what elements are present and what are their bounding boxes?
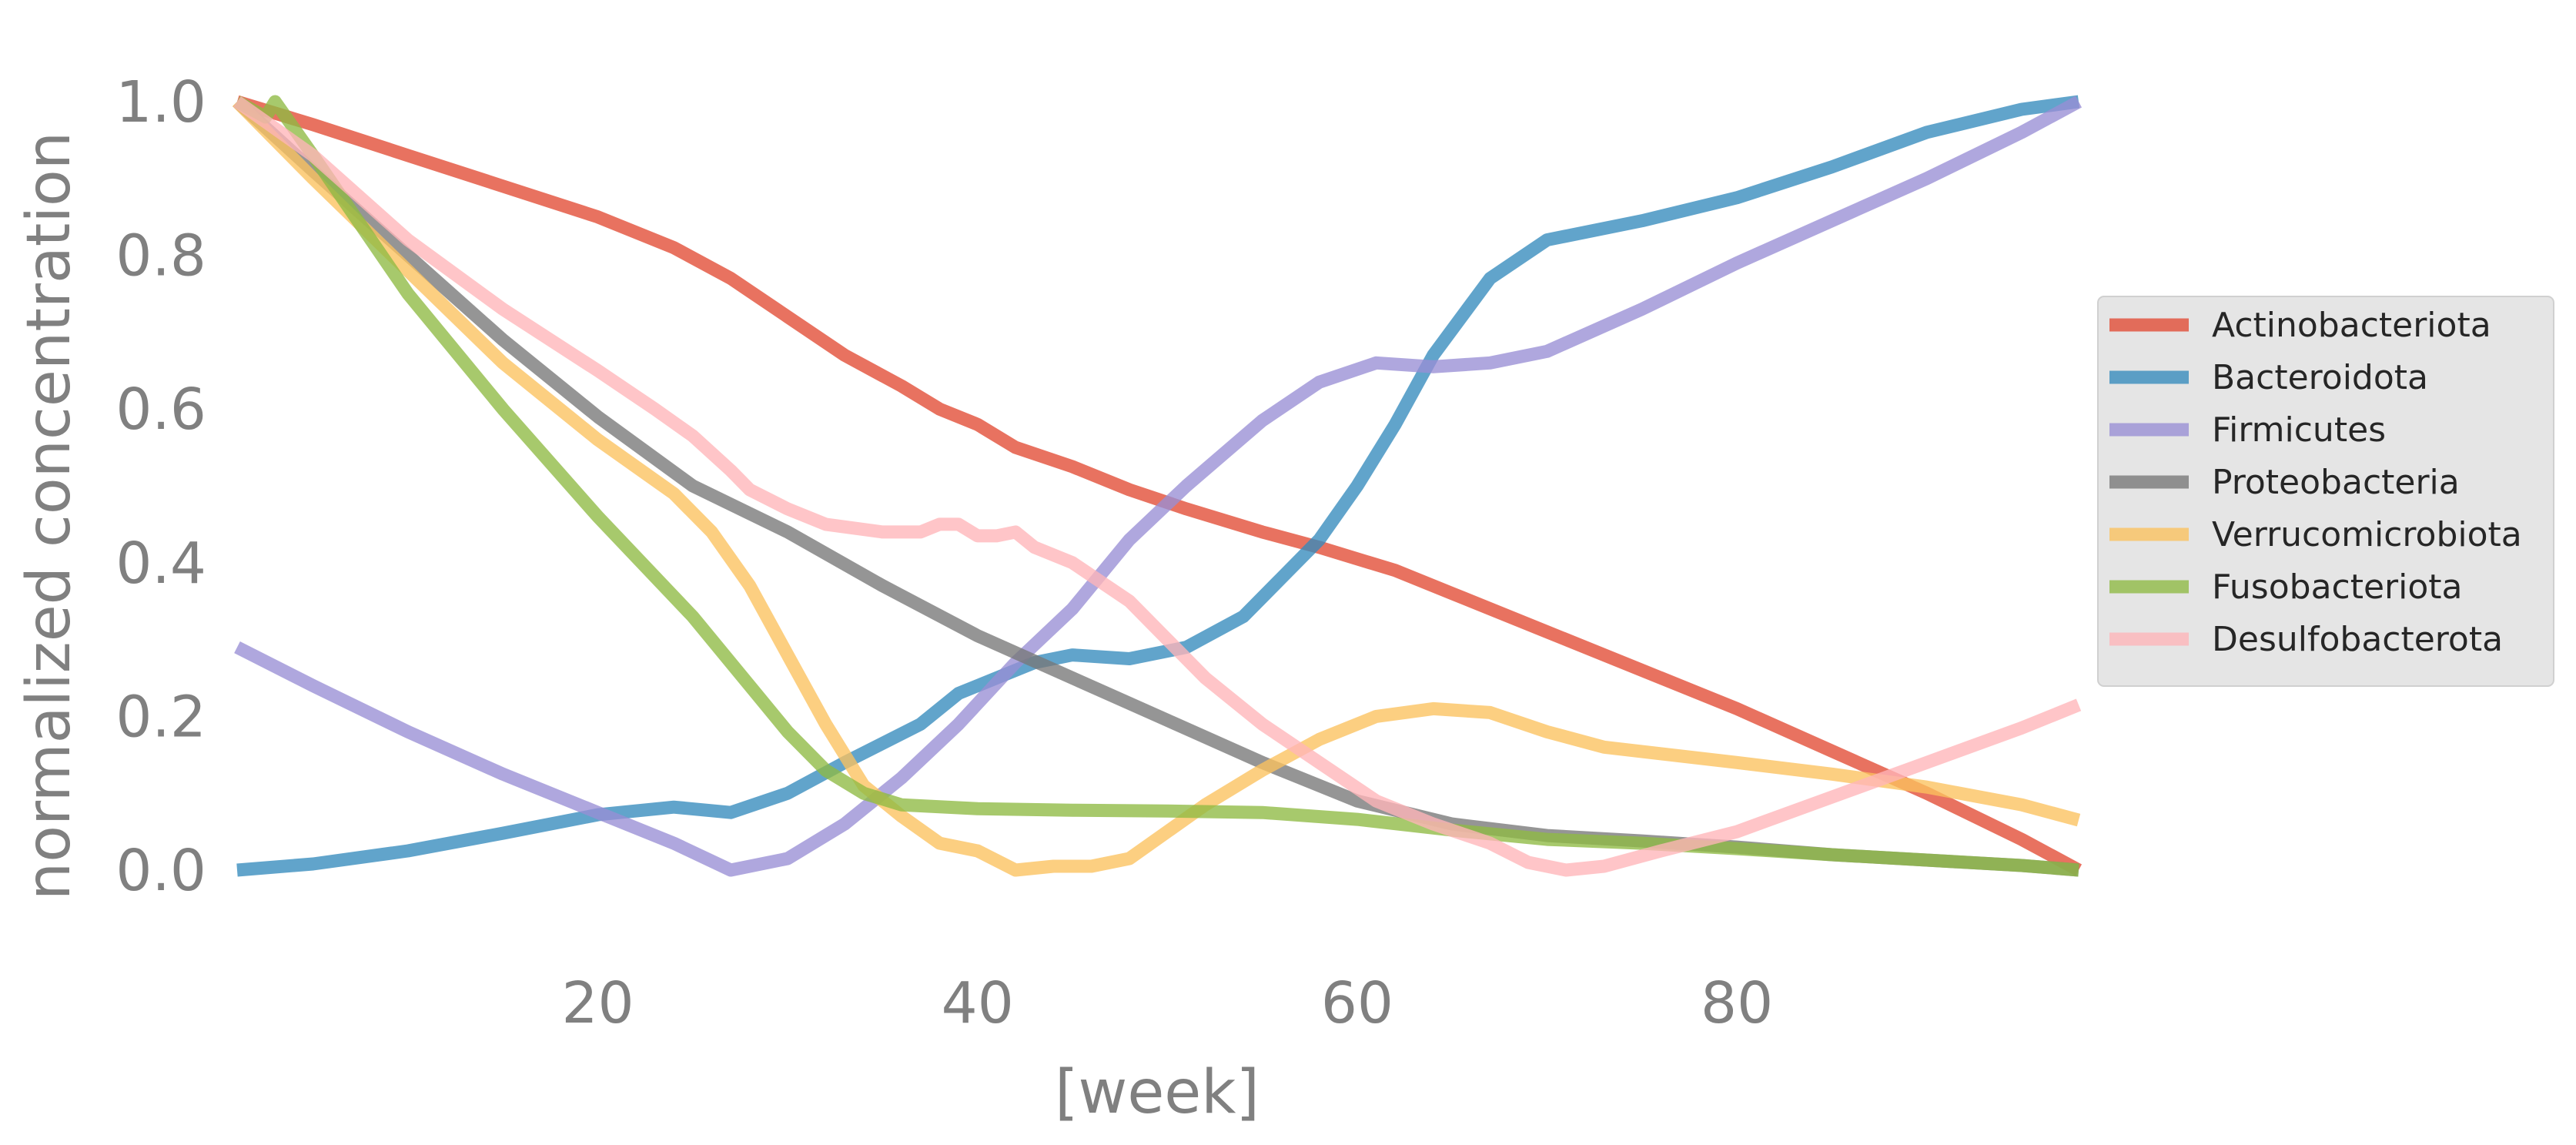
- legend: Actinobacteriota Bacteroidota Firmicutes Pr…: [2097, 296, 2554, 687]
- x-tick-label: 40: [942, 970, 1014, 1036]
- legend-label: Proteobacteria: [2212, 463, 2460, 502]
- y-tick-label: 0.2: [115, 684, 206, 750]
- series-line-firmicutes: [234, 95, 2083, 877]
- series-line-fusobacteriota: [233, 95, 2079, 877]
- legend-label: Actinobacteriota: [2212, 306, 2491, 345]
- series-lines: [232, 95, 2083, 877]
- y-tick-label: 0.0: [115, 838, 206, 904]
- series-line-desulfobacterota: [233, 96, 2082, 877]
- y-tick-label: 1.0: [115, 69, 206, 136]
- legend-label: Fusobacteriota: [2212, 567, 2463, 607]
- series-line-bacteroidota: [236, 95, 2080, 877]
- series-line-verrucomicrobiota: [232, 97, 2081, 877]
- y-tick-label: 0.6: [115, 377, 206, 443]
- y-axis-ticks: 0.0 0.2 0.4 0.6 0.8 1.0: [115, 69, 206, 904]
- x-tick-label: 80: [1701, 970, 1773, 1036]
- x-tick-label: 20: [561, 970, 634, 1036]
- legend-box: [2097, 296, 2554, 687]
- x-tick-label: 60: [1321, 970, 1393, 1036]
- y-tick-label: 0.8: [115, 223, 206, 290]
- x-axis-ticks: 20 40 60 80: [561, 970, 1773, 1036]
- series-line-proteobacteria: [233, 96, 2079, 877]
- legend-label: Bacteroidota: [2212, 358, 2428, 397]
- legend-label: Desulfobacterota: [2212, 620, 2503, 659]
- series-line-actinobacteriota: [235, 95, 2083, 876]
- y-tick-label: 0.4: [115, 531, 206, 597]
- y-axis-label: normalized concentration: [15, 132, 84, 900]
- x-axis-label: [week]: [1055, 1058, 1260, 1127]
- legend-label: Firmicutes: [2212, 410, 2386, 450]
- legend-label: Verrucomicrobiota: [2212, 515, 2522, 554]
